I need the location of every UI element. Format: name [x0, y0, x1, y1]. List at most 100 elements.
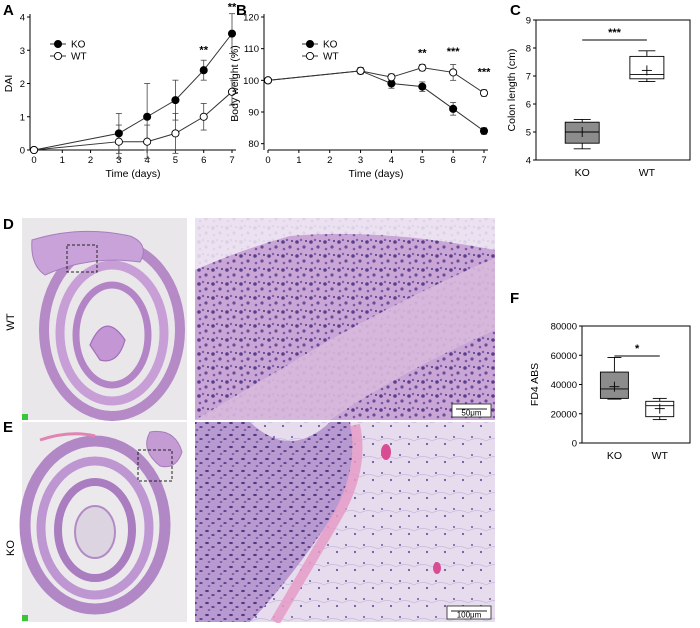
y-tick-label: 20000 [551, 409, 577, 420]
plot-frame [535, 19, 691, 161]
ko-scale-bar-box [446, 605, 492, 620]
x-tick-label: 3 [116, 155, 121, 166]
y-axis-label: DAI [3, 75, 15, 93]
chart-f-fd4-abs: 0 20000 40000 60000 80000 FD4 ABS KO WT * [529, 322, 691, 462]
x-tick-label: 6 [201, 155, 206, 166]
y-tick-label: 80000 [551, 322, 577, 333]
wt-zoom-muscle-layer [195, 258, 495, 420]
legend-marker-wt [305, 51, 315, 61]
x-tick-label: 1 [60, 155, 65, 166]
x-tick-label: 6 [450, 155, 455, 166]
x-tick-label: 2 [327, 155, 332, 166]
wt-zoom-box [66, 244, 98, 273]
data-point-wt [227, 87, 237, 96]
data-point-wt [171, 129, 180, 138]
x-tick-label: 5 [420, 155, 425, 166]
chart-b-body-weight: 0 1 2 3 4 5 6 7 80 90 100 110 120 Time (days) Body wei… [229, 13, 491, 181]
data-point-wt [356, 66, 365, 75]
wt-zoom-lumen [195, 218, 495, 270]
y-axis-label: FD4 ABS [529, 363, 541, 406]
data-point-wt [29, 145, 39, 155]
panel-label-d: D [3, 216, 14, 233]
x-tick-label: 5 [173, 155, 178, 166]
y-tick-label: 4 [20, 13, 25, 24]
x-tick-label: 0 [31, 155, 36, 166]
ko-zoom-vessel-1 [381, 444, 391, 460]
panel-label-b: B [236, 2, 247, 19]
data-point-wt [418, 63, 427, 72]
wt-corner-marker [22, 414, 28, 420]
legend-label-wt: WT [71, 52, 87, 63]
y-axis-label: Body weight (%) [229, 45, 241, 121]
chart-c-colon-length: 4 5 6 7 8 9 Colon length (cm) KO WT *** [506, 16, 691, 179]
x-tick-label: 1 [296, 155, 301, 166]
wt-tissue-strip [31, 230, 144, 276]
data-point-ko [143, 112, 152, 121]
significance-annotation: *** [478, 67, 492, 79]
x-axis-label: Time (days) [105, 168, 160, 180]
y-tick-label: 4 [526, 156, 531, 167]
y-tick-label: 90 [248, 108, 259, 119]
category-label-ko: KO [575, 167, 590, 179]
histology-wt-section: WT [5, 218, 187, 421]
x-tick-label: 2 [88, 155, 93, 166]
y-tick-label: 3 [20, 46, 25, 57]
data-point-wt [199, 112, 208, 121]
data-point-wt [114, 137, 123, 146]
x-tick-label: 7 [229, 155, 234, 166]
ko-zoom-vessel-2 [433, 562, 441, 574]
significance-annotation: ** [199, 45, 208, 57]
data-point-ko [114, 129, 123, 138]
legend-label-ko: KO [71, 40, 86, 51]
wt-scale-bar-box [451, 403, 492, 418]
x-tick-label: 3 [358, 155, 363, 166]
series-line-wt [33, 91, 233, 151]
legend-marker-wt [53, 51, 63, 61]
y-tick-label: 1 [20, 112, 25, 123]
ko-tissue-pink-strip [39, 432, 96, 442]
series-line-wt [267, 67, 485, 94]
histology-wt-zoom: 50μm [195, 218, 495, 420]
legend-marker-ko [53, 39, 63, 49]
significance-annotation: ** [228, 1, 237, 13]
x-axis-label: Time (days) [348, 168, 403, 180]
data-point-ko [171, 96, 180, 105]
ko-corner-marker [22, 615, 28, 621]
significance-annotation: * [635, 343, 640, 355]
y-tick-label: 2 [20, 79, 25, 90]
y-tick-label: 6 [526, 100, 531, 111]
ko-tissue-inner-ring [54, 478, 136, 582]
category-label-wt: WT [652, 450, 669, 462]
y-axis-label: Colon length (cm) [506, 49, 518, 132]
category-label-wt: WT [639, 167, 656, 179]
wt-tissue-inner-ring [72, 281, 152, 389]
ko-scale-bar-label: 100μm [457, 611, 482, 620]
y-tick-label: 8 [526, 44, 531, 55]
wt-scale-bar-label: 50μm [461, 409, 482, 418]
data-point-wt [449, 68, 458, 77]
x-tick-label: 0 [265, 155, 270, 166]
x-tick-label: 4 [144, 155, 149, 166]
significance-annotation: *** [608, 27, 622, 39]
data-point-wt [143, 137, 152, 146]
wt-tissue-core [89, 325, 126, 362]
data-point-ko [479, 126, 489, 136]
ko-row-label: KO [5, 540, 17, 556]
legend-label-ko: KO [323, 40, 338, 51]
ko-tissue-outer-ring [19, 435, 171, 615]
y-tick-label: 9 [526, 16, 531, 27]
data-point-ko [418, 82, 427, 91]
significance-annotation: ** [418, 48, 427, 60]
wt-row-label: WT [5, 313, 17, 330]
data-point-wt [479, 88, 489, 98]
y-tick-label: 0 [20, 146, 25, 157]
series-line-ko [267, 70, 485, 132]
y-tick-label: 5 [526, 128, 531, 139]
data-point-ko [449, 104, 458, 113]
x-tick-label: 7 [481, 155, 486, 166]
panel-label-f: F [510, 290, 519, 307]
ko-tissue-middle-ring [36, 456, 154, 600]
legend-label-wt: WT [323, 52, 339, 63]
data-point-ko [199, 66, 208, 75]
